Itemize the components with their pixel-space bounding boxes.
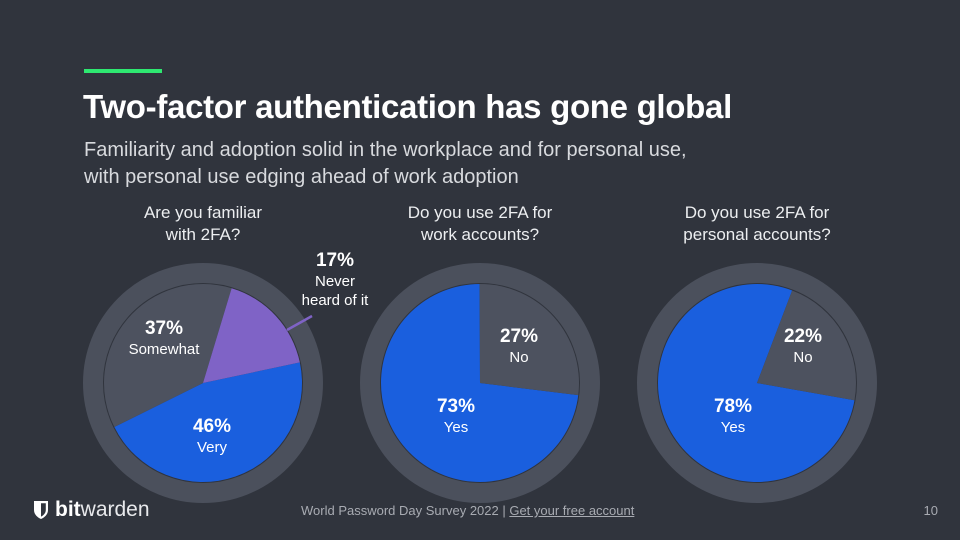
slice-percent: 22% — [783, 326, 823, 347]
slice-label-personal-yes: 78% Yes — [714, 396, 752, 437]
pie-chart-work — [360, 263, 600, 503]
slice-category: Somewhat — [128, 341, 200, 358]
pie-slice-yes — [381, 284, 579, 482]
slice-category: No — [509, 349, 529, 366]
question-line: Do you use 2FA for — [684, 203, 830, 222]
slice-category: Yes — [720, 419, 746, 436]
pie-outer-ring — [637, 263, 877, 503]
slice-category: Very — [196, 439, 227, 456]
slice-category: heard of it — [301, 292, 369, 309]
subtitle-line-1: Familiarity and adoption solid in the wo… — [84, 139, 687, 161]
slice-label-never: 17% Never heard of it — [302, 250, 369, 310]
question-familiar: Are you familiar with 2FA? — [83, 202, 323, 246]
slice-label-somewhat: 37% Somewhat — [129, 318, 200, 359]
slice-label-very: 46% Very — [193, 416, 231, 457]
logo-text-bold: bit — [55, 498, 81, 521]
question-line: with 2FA? — [165, 225, 241, 244]
footer-source: World Password Day Survey 2022 | Get you… — [301, 503, 634, 518]
question-work: Do you use 2FA for work accounts? — [360, 202, 600, 246]
pie-outer-ring — [360, 263, 600, 503]
question-line: Are you familiar — [143, 203, 263, 222]
question-line: work accounts? — [420, 225, 540, 244]
page-title: Two-factor authentication has gone globa… — [83, 88, 732, 125]
slice-percent: 78% — [713, 396, 753, 417]
question-personal: Do you use 2FA for personal accounts? — [637, 202, 877, 246]
slice-percent: 37% — [144, 318, 184, 339]
source-text: World Password Day Survey 2022 | — [301, 503, 510, 518]
accent-bar — [84, 69, 162, 73]
subtitle-line-2: with personal use edging ahead of work a… — [84, 166, 519, 188]
question-line: Do you use 2FA for — [407, 203, 553, 222]
page-subtitle: Familiarity and adoption solid in the wo… — [84, 137, 784, 191]
free-account-link[interactable]: Get your free account — [509, 503, 635, 518]
page-number: 10 — [923, 503, 938, 518]
pie-outer-ring — [83, 263, 323, 503]
slice-percent: 46% — [192, 416, 232, 437]
pie-chart-familiar — [83, 263, 323, 503]
slice-percent: 17% — [315, 250, 355, 271]
pie-chart-personal — [637, 263, 877, 503]
pie-slice-never-heard-of-it — [203, 288, 300, 383]
shield-icon — [34, 501, 48, 519]
pie-slice-somewhat — [104, 284, 232, 428]
slice-label-work-yes: 73% Yes — [437, 396, 475, 437]
question-line: personal accounts? — [683, 225, 831, 244]
slice-percent: 27% — [499, 326, 539, 347]
slice-category: Never — [314, 273, 355, 290]
pie-slice-no — [757, 290, 856, 401]
bitwarden-logo: bit warden — [33, 498, 150, 522]
logo-text-light: warden — [80, 498, 150, 521]
pie-slice-very — [114, 362, 302, 482]
slice-category: Yes — [443, 419, 469, 436]
pie-slice-yes — [657, 284, 855, 482]
leader-line — [286, 314, 313, 332]
pie-slice-no — [479, 284, 579, 396]
slice-percent: 73% — [436, 396, 476, 417]
slice-category: No — [793, 349, 813, 366]
slice-label-work-no: 27% No — [500, 326, 538, 367]
slice-label-personal-no: 22% No — [784, 326, 822, 367]
